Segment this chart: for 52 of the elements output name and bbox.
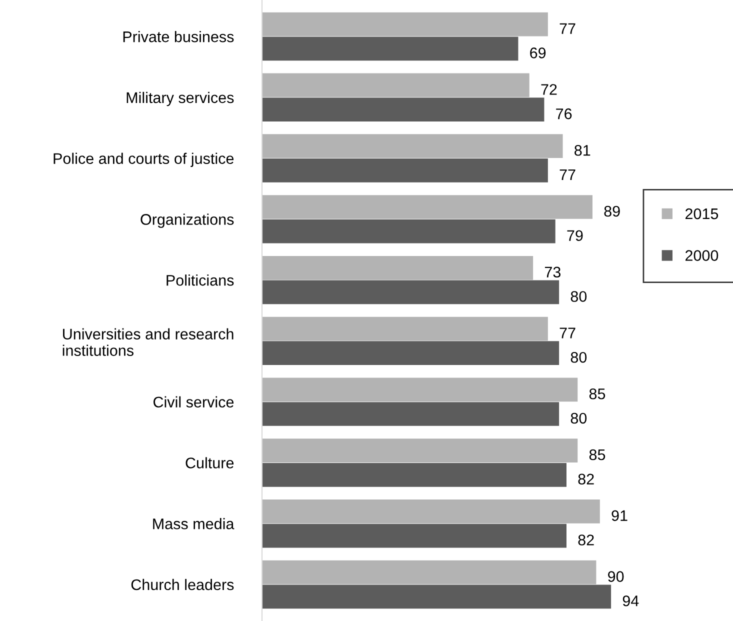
bar (262, 134, 563, 158)
data-label: 77 (560, 328, 576, 338)
bar (262, 402, 560, 426)
bar (262, 158, 548, 182)
data-label: 80 (570, 352, 587, 363)
data-label: 76 (556, 108, 572, 120)
bar (262, 280, 560, 304)
y-tick-label: Military services (126, 92, 234, 106)
y-tick-label: Mass media (153, 518, 234, 530)
bar (262, 316, 548, 341)
data-label: 94 (622, 595, 639, 606)
data-label: 85 (589, 388, 606, 400)
data-label: 79 (567, 230, 583, 242)
data-label: 80 (570, 291, 587, 302)
data-label: 89 (604, 206, 620, 217)
legend-label: 2000 (685, 250, 718, 261)
bar (262, 584, 612, 609)
data-label: 85 (589, 449, 606, 460)
bar (262, 98, 544, 122)
data-label: 69 (530, 48, 546, 58)
data-label: 77 (560, 169, 576, 180)
y-tick-label: Police and courts of justice (54, 152, 234, 167)
bar (262, 438, 578, 462)
bar (262, 341, 560, 366)
data-label: 91 (612, 510, 628, 522)
y-tick-label: Private business (123, 30, 234, 42)
y-tick-label: Politicians (166, 274, 234, 286)
data-label: 73 (544, 266, 560, 278)
bar (262, 195, 592, 219)
y-tick-label: Organizations (140, 214, 234, 228)
bar (262, 378, 578, 402)
data-label: 77 (560, 23, 576, 34)
data-label: 72 (541, 84, 557, 95)
bar (262, 499, 600, 524)
bar (262, 560, 596, 584)
bar (262, 36, 518, 61)
data-label: 80 (570, 412, 587, 424)
y-tick-label: Culture (186, 457, 234, 468)
legend-label: 2015 (685, 208, 718, 220)
bar (262, 73, 530, 98)
data-label: 82 (578, 474, 594, 485)
bar (262, 462, 566, 487)
data-label: 81 (574, 144, 590, 156)
y-tick-label: Civil service (154, 396, 234, 408)
bar (262, 256, 534, 280)
y-tick-label: Church leaders (131, 578, 234, 590)
bar (262, 12, 548, 36)
bar (262, 219, 556, 244)
data-label: 90 (608, 571, 624, 582)
data-label: 82 (578, 534, 594, 546)
bar (262, 524, 566, 548)
y-tick-label: Universities and research institutions (62, 328, 234, 356)
